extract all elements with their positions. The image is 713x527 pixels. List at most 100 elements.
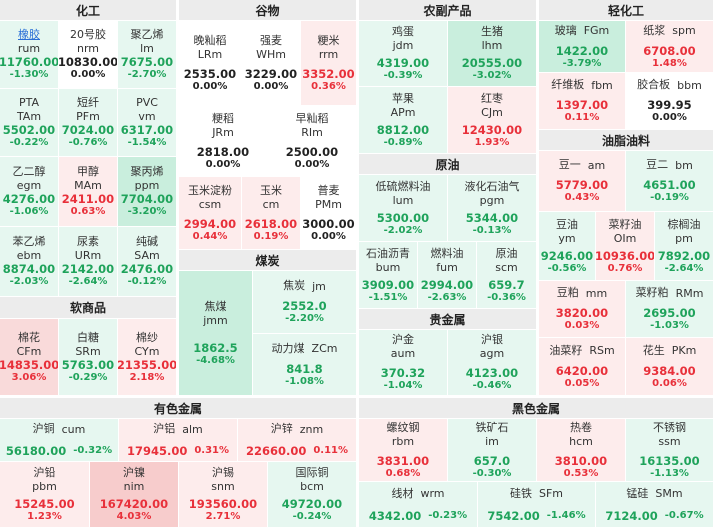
- tile-thermal-coal[interactable]: 动力煤 ZCm 841.8 -1.08%: [253, 334, 356, 395]
- tile-peanut[interactable]: 花生 PKm 9384.00 0.06%: [626, 338, 713, 395]
- tile-eb[interactable]: 苯乙烯 ebm 8874.00 -2.03%: [0, 227, 58, 296]
- tile-pta[interactable]: PTA TAm 5502.00 -0.22%: [0, 89, 58, 156]
- tile-name: 燃料油: [430, 246, 464, 260]
- tile-name: 甲醇: [77, 165, 99, 178]
- tile-iron-ore[interactable]: 铁矿石 im 657.0 -0.30%: [448, 419, 536, 481]
- tile-name: 尿素: [77, 235, 99, 248]
- tile-soybean-meal[interactable]: 豆粕 mm 3820.00 0.03%: [539, 281, 625, 337]
- tile-code: CFm: [16, 344, 42, 358]
- tile-name: 红枣: [481, 91, 503, 105]
- tile-nickel[interactable]: 沪镍 nim 167420.00 4.03%: [90, 462, 178, 527]
- tile-aluminum[interactable]: 沪铝 alm 17945.00 0.31%: [119, 419, 237, 461]
- tile-apple[interactable]: 苹果 APm 8812.00 -0.89%: [359, 87, 447, 153]
- tile-sugar[interactable]: 白糖 SRm 5763.00 -0.29%: [59, 319, 117, 395]
- tile-change: -0.19%: [650, 192, 689, 203]
- tile-japonica-paddy[interactable]: 粳稻 JRm 2818.00 0.00%: [179, 106, 267, 176]
- tile-pulp[interactable]: 纸浆 spm 6708.00 1.48%: [626, 21, 713, 72]
- tile-code: SRm: [75, 344, 101, 358]
- tile-label-row: 动力煤 ZCm: [272, 342, 338, 356]
- tile-rubber[interactable]: 橡胶 rum 11760.00 -1.30%: [0, 21, 58, 88]
- tile-palm-oil[interactable]: 棕榈油 pm 7892.00 -2.64%: [655, 212, 713, 280]
- tile-early-rice[interactable]: 早籼稻 RIm 2500.00 0.00%: [268, 106, 356, 176]
- tile-low-sulfur-fuel[interactable]: 低硫燃料油 lum 5300.00 -2.02%: [359, 175, 447, 241]
- tile-fiberboard[interactable]: 纤维板 fbm 1397.00 0.11%: [539, 73, 625, 129]
- tile-soybean-2[interactable]: 豆二 bm 4651.00 -0.19%: [626, 151, 713, 211]
- tile-pvc[interactable]: PVC vm 6317.00 -1.54%: [118, 89, 176, 156]
- tile-price: 21355.00: [118, 357, 176, 372]
- tile-gold[interactable]: 沪金 aum 370.32 -1.04%: [359, 330, 447, 395]
- tile-fuel-oil[interactable]: 燃料油 fum 2994.00 -2.63%: [418, 242, 476, 308]
- tile-pp[interactable]: 聚丙烯 ppm 7704.00 -3.20%: [118, 157, 176, 226]
- tile-cottonyarn[interactable]: 棉纱 CYm 21355.00 2.18%: [118, 319, 176, 395]
- tile-price: 3909.00: [361, 277, 415, 292]
- tile-sodaash[interactable]: 纯碱 SAm 2476.00 -0.12%: [118, 227, 176, 296]
- tile-code: ppm: [134, 179, 160, 192]
- tile-price: 2818.00: [196, 144, 250, 159]
- tile-name: 热卷: [570, 420, 592, 434]
- tile-price: 5763.00: [61, 357, 115, 372]
- tile-price: 7704.00: [120, 192, 174, 206]
- tile-code: alm: [182, 422, 203, 436]
- tile-label-row: 玻璃 FGm: [555, 24, 610, 38]
- tile-stainless[interactable]: 不锈钢 ssm 16135.00 -1.13%: [626, 419, 713, 481]
- tile-plywood[interactable]: 胶合板 bbm 399.95 0.00%: [626, 73, 713, 129]
- tile-name: 乙二醇: [12, 165, 46, 178]
- tile-red-date[interactable]: 红枣 CJm 12430.00 1.93%: [448, 87, 536, 153]
- tile-price: 2618.00: [244, 216, 298, 231]
- tile-cotton[interactable]: 棉花 CFm 14835.00 3.06%: [0, 319, 58, 395]
- tile-common-wheat[interactable]: 普麦 PMm 3000.00 0.00%: [301, 177, 356, 249]
- tile-price: 3831.00: [376, 453, 430, 468]
- tile-change: 1.48%: [652, 57, 687, 69]
- tile-soybean-1[interactable]: 豆一 am 5779.00 0.43%: [539, 151, 625, 211]
- tile-silver[interactable]: 沪银 agm 4123.00 -0.46%: [448, 330, 536, 395]
- tile-methanol[interactable]: 甲醇 MAm 2411.00 0.63%: [59, 157, 117, 226]
- tile-name: 国际铜: [295, 466, 329, 479]
- tile-pf[interactable]: 短纤 PFm 7024.00 -0.76%: [59, 89, 117, 156]
- tile-eg[interactable]: 乙二醇 egm 4276.00 -1.06%: [0, 157, 58, 226]
- tile-price: 3000.00: [302, 216, 355, 231]
- section-header-chem: 化工: [0, 0, 176, 20]
- tile-wire-rod[interactable]: 线材 wrm 4342.00 -0.23%: [359, 482, 477, 527]
- tile-name[interactable]: 橡胶: [18, 28, 40, 41]
- tile-name: 沪金: [392, 333, 414, 346]
- tile-change: -1.54%: [127, 137, 167, 148]
- tile-lpg[interactable]: 液化石油气 pgm 5344.00 -0.13%: [448, 175, 536, 241]
- tile-change: 0.00%: [70, 69, 106, 80]
- tile-crude-oil[interactable]: 原油 scm 659.7 -0.36%: [477, 242, 536, 308]
- tile-rapeseed-meal[interactable]: 菜籽粕 RMm 2695.00 -1.03%: [626, 281, 713, 337]
- tile-rapeseed-oil[interactable]: 菜籽油 OIm 10936.00 0.76%: [596, 212, 654, 280]
- tile-zinc[interactable]: 沪锌 znm 22660.00 0.11%: [238, 419, 356, 461]
- tile-strong-wheat[interactable]: 强麦 WHm 3229.00 0.00%: [242, 21, 300, 105]
- tile-change: -0.29%: [68, 371, 108, 383]
- tile-coking-coal[interactable]: 焦煤 jmm 1862.5 -4.68%: [179, 271, 252, 395]
- tile-ferrosilicon[interactable]: 硅铁 SFm 7542.00 -1.46%: [478, 482, 595, 527]
- tile-code: nim: [123, 480, 145, 493]
- tile-late-rice[interactable]: 晚籼稻 LRm 2535.00 0.00%: [179, 21, 241, 105]
- tile-change: 0.05%: [564, 377, 600, 389]
- section-header-crude: 原油: [359, 154, 536, 174]
- tile-corn[interactable]: 玉米 cm 2618.00 0.19%: [242, 177, 300, 249]
- tile-coke[interactable]: 焦炭 jm 2552.0 -2.20%: [253, 271, 356, 333]
- tile-bitumen[interactable]: 石油沥青 bum 3909.00 -1.51%: [359, 242, 417, 308]
- tile-lead[interactable]: 沪铅 pbm 15245.00 1.23%: [0, 462, 89, 527]
- tile-nr20[interactable]: 20号胶 nrm 10830.00 0.00%: [59, 21, 117, 88]
- tile-copper[interactable]: 沪铜 cum 56180.00 -0.32%: [0, 419, 118, 461]
- tile-code: snm: [211, 480, 235, 493]
- tile-name: 强麦: [260, 33, 282, 47]
- tile-japonica-rice[interactable]: 粳米 rrm 3352.00 0.36%: [301, 21, 356, 105]
- tile-price: 2535.00: [183, 66, 237, 81]
- tile-intl-copper[interactable]: 国际铜 bcm 49720.00 -0.24%: [268, 462, 356, 527]
- tile-tin[interactable]: 沪锡 snm 193560.00 2.71%: [179, 462, 267, 527]
- tile-rapeseed[interactable]: 油菜籽 RSm 6420.00 0.05%: [539, 338, 625, 395]
- tile-live-hog[interactable]: 生猪 lhm 20555.00 -3.02%: [448, 21, 536, 86]
- tile-soybean-oil[interactable]: 豆油 ym 9246.00 -0.56%: [539, 212, 595, 280]
- tile-hot-coil[interactable]: 热卷 hcm 3810.00 0.53%: [537, 419, 625, 481]
- tile-rebar[interactable]: 螺纹钢 rbm 3831.00 0.68%: [359, 419, 447, 481]
- tile-glass[interactable]: 玻璃 FGm 1422.00 -3.79%: [539, 21, 625, 72]
- tile-urea[interactable]: 尿素 URm 2142.00 -2.64%: [59, 227, 117, 296]
- tile-lldpe[interactable]: 聚乙烯 lm 7675.00 -2.70%: [118, 21, 176, 88]
- tile-silicomanganese[interactable]: 锰硅 SMm 7124.00 -0.67%: [596, 482, 713, 527]
- tile-change: 0.11%: [313, 445, 349, 456]
- tile-egg[interactable]: 鸡蛋 jdm 4319.00 -0.39%: [359, 21, 447, 86]
- tile-corn-starch[interactable]: 玉米淀粉 csm 2994.00 0.44%: [179, 177, 241, 249]
